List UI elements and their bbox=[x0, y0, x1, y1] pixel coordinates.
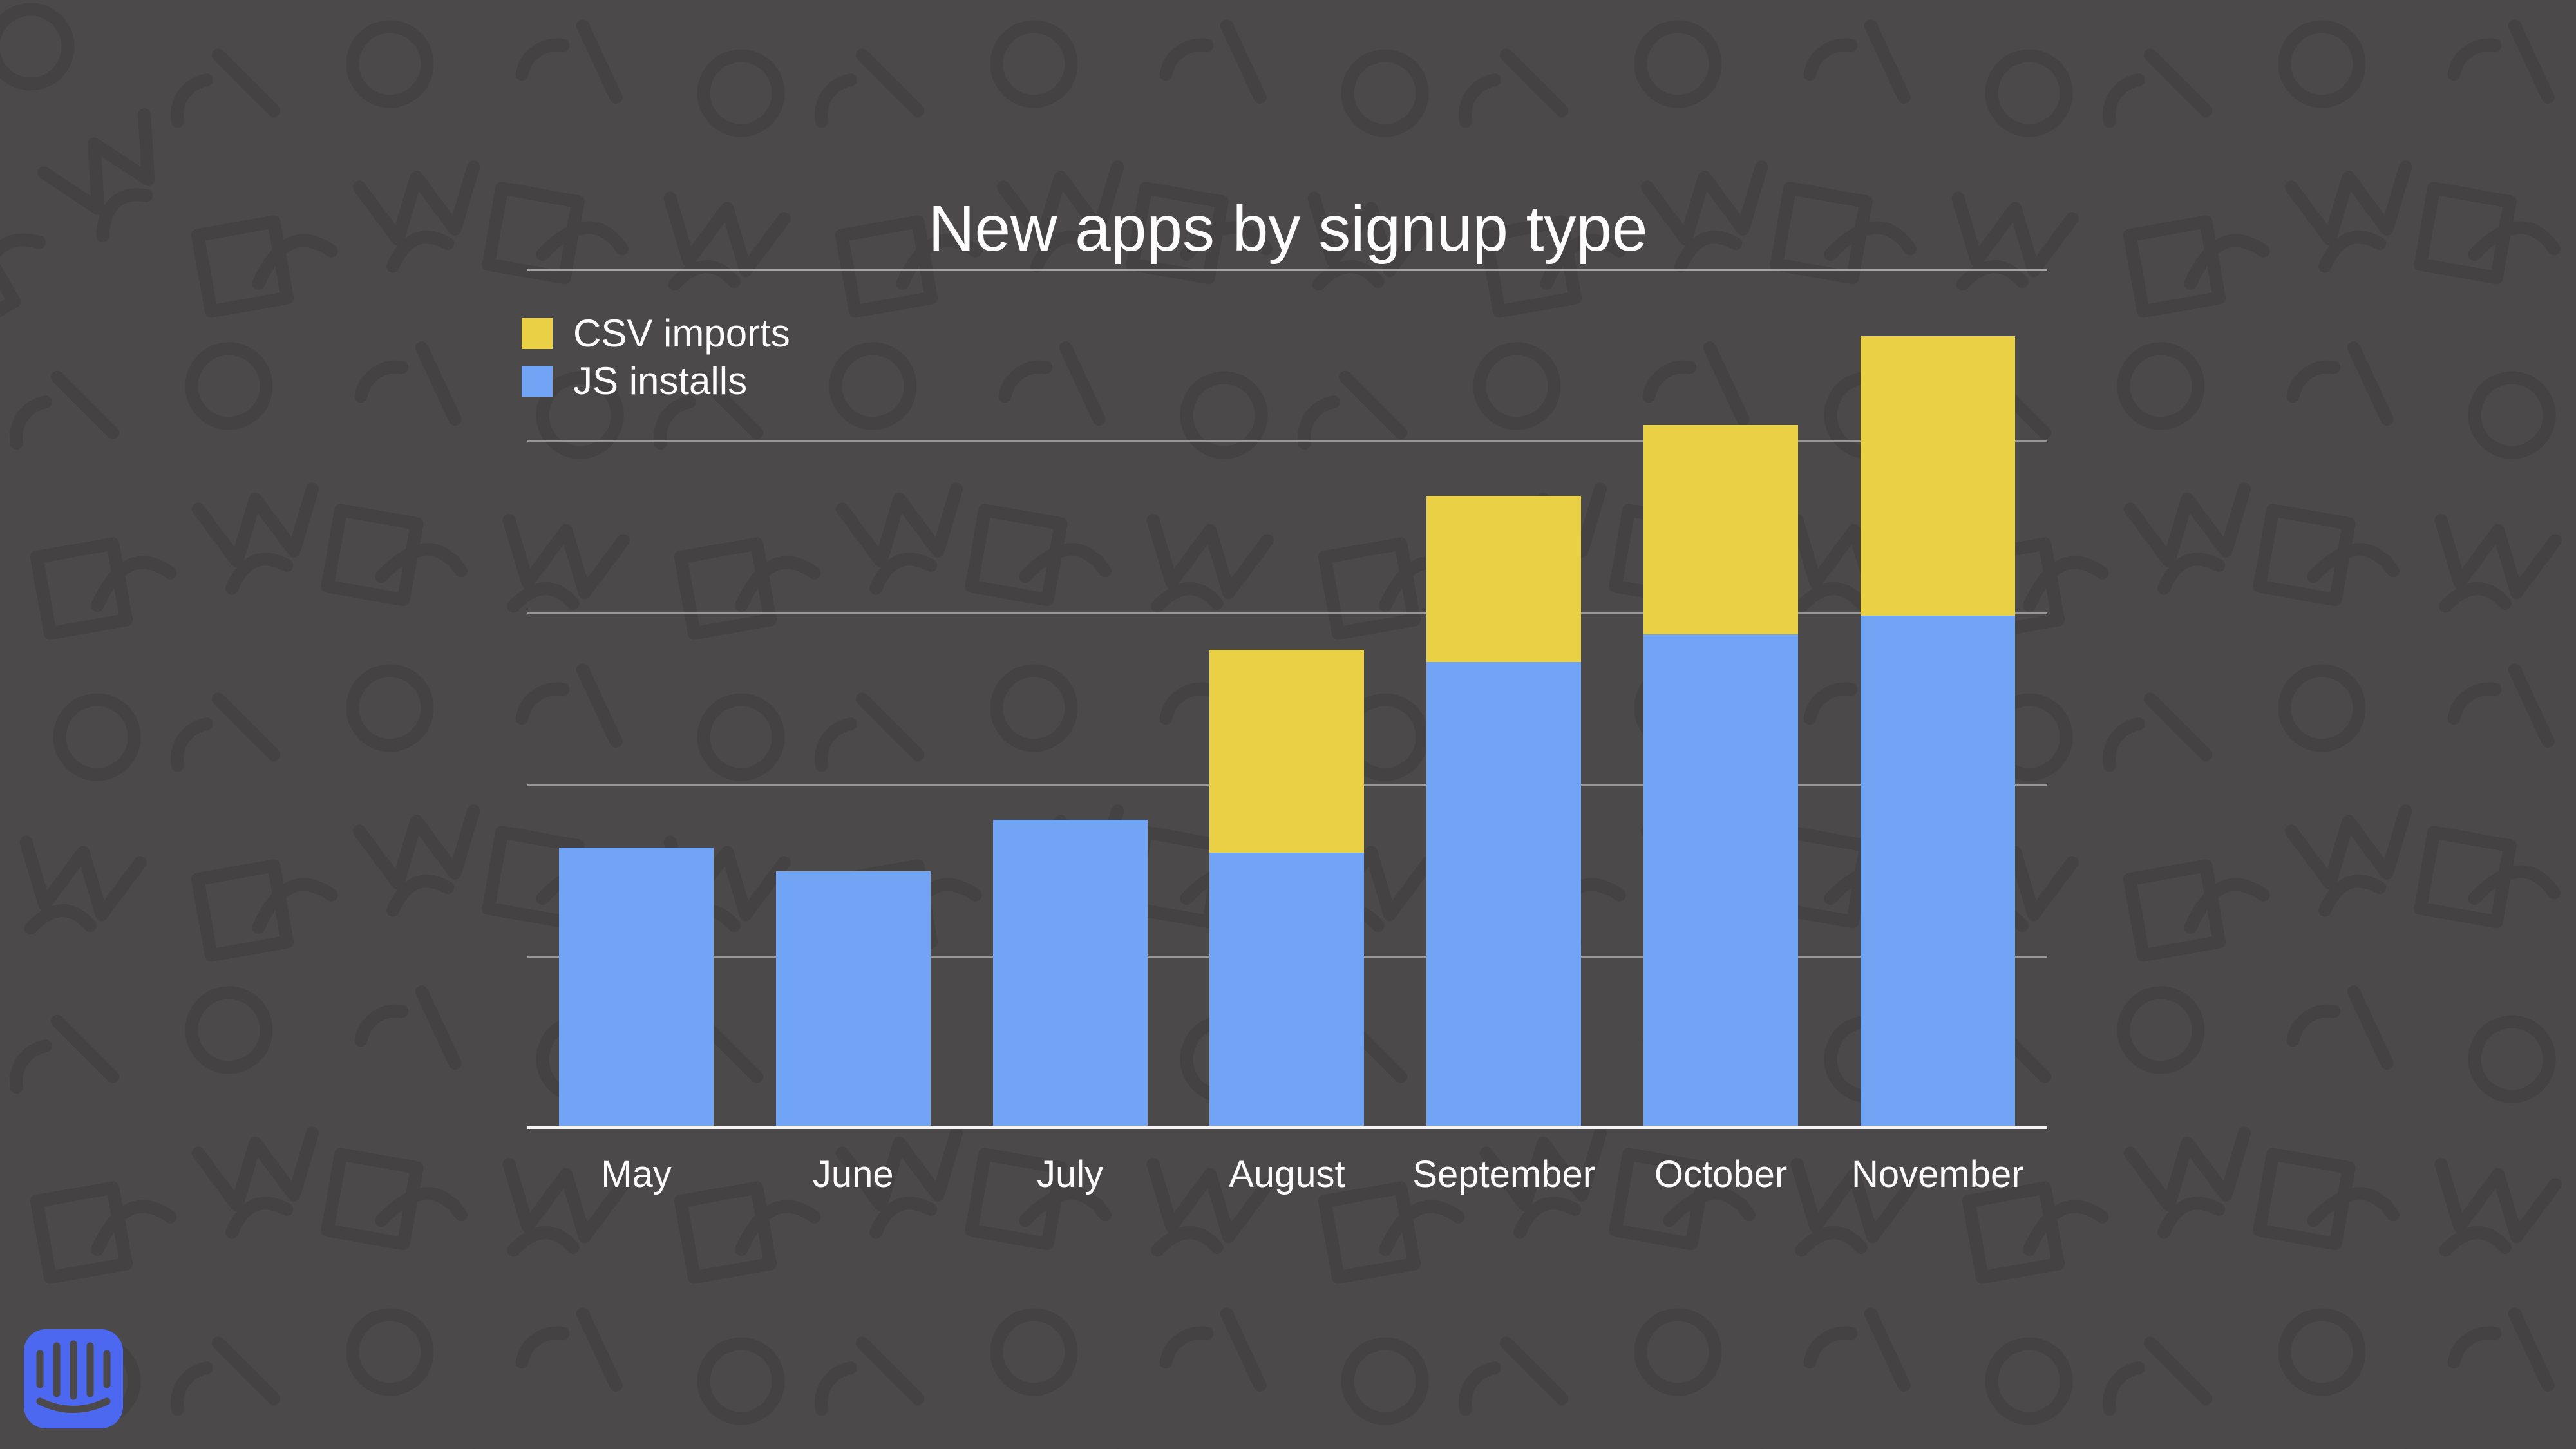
bar-segment-csv-imports bbox=[1426, 495, 1582, 663]
legend-item-js-installs: JS installs bbox=[522, 362, 790, 401]
bar-segment-js-installs bbox=[1860, 616, 2015, 1127]
bar-segment-csv-imports bbox=[1209, 650, 1365, 853]
bar-segment-js-installs bbox=[1209, 852, 1365, 1127]
bar-segment-js-installs bbox=[992, 820, 1148, 1127]
legend-swatch-csv-imports bbox=[522, 318, 553, 349]
bar-segment-js-installs bbox=[775, 871, 931, 1127]
plot-area: May June July August September October Novembe… bbox=[527, 269, 2047, 1195]
bar-october bbox=[1643, 425, 1798, 1127]
x-axis-label: August bbox=[1229, 1153, 1345, 1195]
x-axis-label: June bbox=[812, 1153, 894, 1195]
chart-title: New apps by signup type bbox=[928, 193, 1648, 265]
bar-july bbox=[992, 820, 1148, 1127]
x-axis-label: May bbox=[601, 1153, 672, 1195]
bar-may bbox=[559, 847, 714, 1127]
bar-segment-csv-imports bbox=[1643, 425, 1798, 635]
legend-item-csv-imports: CSV imports bbox=[522, 314, 790, 353]
legend-swatch-js-installs bbox=[522, 366, 553, 397]
gridline bbox=[527, 612, 2047, 614]
bar-segment-csv-imports bbox=[1860, 336, 2015, 616]
bar-segment-js-installs bbox=[1643, 634, 1798, 1127]
legend-label-js-installs: JS installs bbox=[573, 359, 748, 402]
x-axis-label: July bbox=[1037, 1153, 1104, 1195]
gridline bbox=[527, 269, 2047, 271]
gridline bbox=[527, 440, 2047, 443]
chart-legend: CSV imports JS installs bbox=[522, 314, 790, 413]
x-axis-label: October bbox=[1654, 1153, 1788, 1195]
intercom-logo bbox=[24, 1329, 123, 1428]
x-axis-label: November bbox=[1852, 1153, 2024, 1195]
x-axis-baseline bbox=[527, 1126, 2047, 1129]
bar-september bbox=[1426, 495, 1582, 1127]
bar-june bbox=[775, 871, 931, 1127]
bar-segment-js-installs bbox=[1426, 662, 1582, 1127]
bar-august bbox=[1209, 650, 1365, 1127]
bar-november bbox=[1860, 336, 2015, 1127]
x-axis-label: September bbox=[1412, 1153, 1596, 1195]
bar-segment-js-installs bbox=[559, 847, 714, 1127]
legend-label-csv-imports: CSV imports bbox=[573, 312, 790, 355]
